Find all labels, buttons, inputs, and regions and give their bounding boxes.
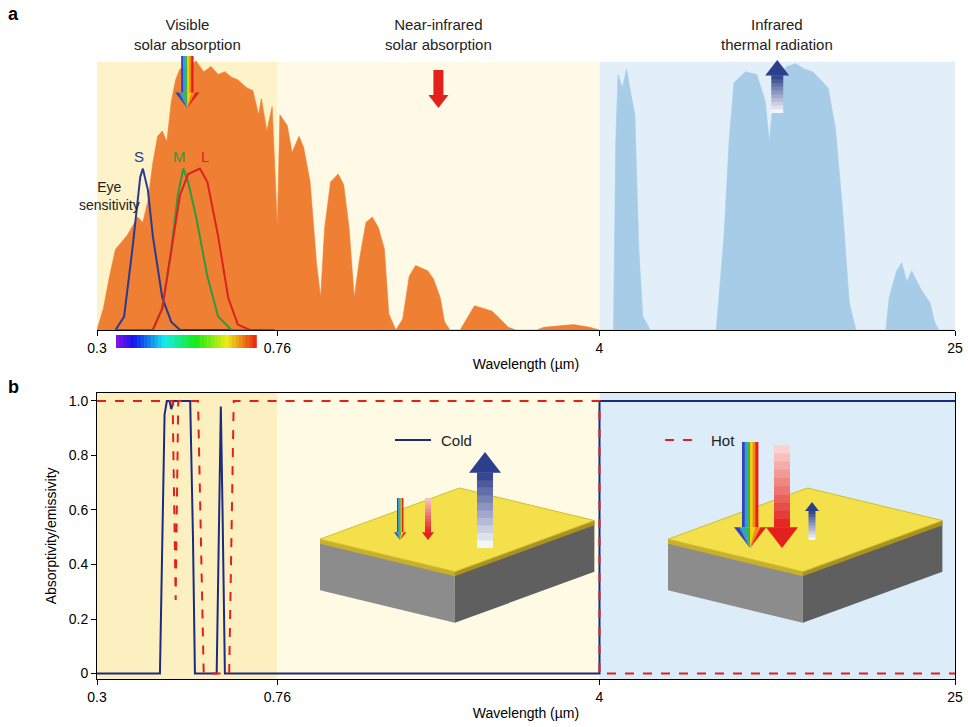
svg-text:S: S — [134, 148, 144, 165]
svg-text:Hot: Hot — [711, 432, 735, 449]
svg-text:Visiblesolar absorption: Visiblesolar absorption — [134, 16, 241, 53]
svg-text:Absorptivity/emissivity: Absorptivity/emissivity — [43, 467, 59, 604]
svg-text:0.2: 0.2 — [69, 611, 89, 627]
svg-text:L: L — [201, 148, 209, 165]
svg-text:Wavelength (µm): Wavelength (µm) — [473, 705, 579, 721]
svg-text:Wavelength (µm): Wavelength (µm) — [473, 356, 579, 372]
svg-text:0.8: 0.8 — [69, 447, 89, 463]
svg-text:1.0: 1.0 — [69, 393, 89, 409]
svg-text:0: 0 — [80, 665, 88, 681]
svg-text:0.3: 0.3 — [87, 689, 107, 705]
svg-text:a: a — [8, 4, 19, 24]
svg-text:25: 25 — [947, 689, 963, 705]
svg-text:Infraredthermal radiation: Infraredthermal radiation — [721, 16, 833, 53]
svg-text:4: 4 — [596, 340, 604, 356]
svg-text:b: b — [8, 377, 19, 397]
svg-text:0.76: 0.76 — [264, 340, 291, 356]
svg-text:M: M — [173, 148, 186, 165]
svg-text:0.6: 0.6 — [69, 502, 89, 518]
svg-text:25: 25 — [947, 340, 963, 356]
svg-text:Cold: Cold — [441, 432, 472, 449]
svg-text:0.76: 0.76 — [264, 689, 291, 705]
svg-text:Eyesensitivity: Eyesensitivity — [79, 179, 140, 213]
svg-text:Near-infraredsolar absorption: Near-infraredsolar absorption — [385, 16, 492, 53]
svg-text:0.4: 0.4 — [69, 556, 89, 572]
svg-text:0.3: 0.3 — [87, 340, 107, 356]
svg-text:4: 4 — [596, 689, 604, 705]
